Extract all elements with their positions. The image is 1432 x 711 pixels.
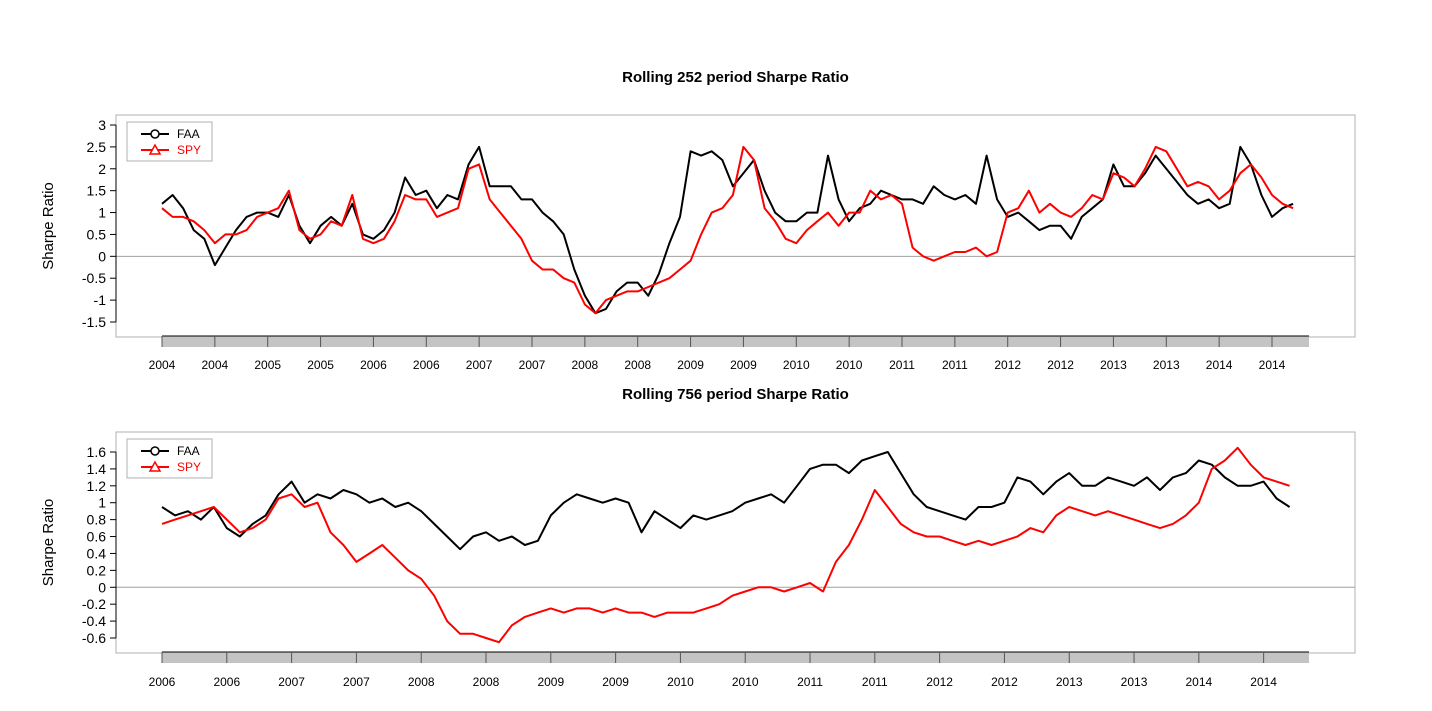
y-tick-label: 1 [98, 205, 106, 221]
x-tick-label: 2014 [1206, 358, 1233, 372]
y-tick-label: 0.8 [87, 512, 107, 528]
x-tick-label: 2006 [149, 675, 176, 689]
x-tick-label: 2005 [307, 358, 334, 372]
y-tick-label: -1.5 [82, 314, 106, 330]
y-tick-label: 0.4 [87, 545, 107, 561]
x-tick-label: 2012 [1047, 358, 1074, 372]
x-tick-label: 2009 [677, 358, 704, 372]
x-tick-label: 2008 [408, 675, 435, 689]
series-line-spy [161, 446, 1290, 644]
legend-marker-circle [150, 129, 160, 139]
chart-title: Rolling 252 period Sharpe Ratio [622, 69, 849, 86]
x-tick-label: 2008 [473, 675, 500, 689]
legend-label-faa: FAA [177, 444, 200, 458]
x-tick-label: 2013 [1100, 358, 1127, 372]
y-tick-label: 0.5 [87, 226, 107, 242]
y-tick-label: 1.5 [87, 183, 107, 199]
y-tick-label: -0.6 [82, 630, 106, 646]
plot-frame [115, 431, 1356, 654]
y-tick-label: -0.5 [82, 270, 106, 286]
y-tick-label: 0.6 [87, 529, 107, 545]
x-tick-label: 2010 [783, 358, 810, 372]
legend-label-spy: SPY [177, 460, 201, 474]
y-tick-label: 0.2 [87, 562, 107, 578]
y-tick-label: 0 [98, 248, 106, 264]
y-tick-label: 1.4 [87, 461, 107, 477]
x-tick-label: 2009 [602, 675, 629, 689]
x-tick-label: 2011 [862, 675, 888, 689]
x-tick-label: 2012 [994, 358, 1021, 372]
y-tick-label: 0 [98, 579, 106, 595]
x-tick-label: 2008 [572, 358, 599, 372]
y-tick-label: -0.2 [82, 596, 106, 612]
series-line-spy [161, 145, 1294, 315]
y-tick-label: 2 [98, 161, 106, 177]
x-tick-label: 2009 [537, 675, 564, 689]
x-axis-band [162, 652, 1309, 663]
x-tick-label: 2007 [519, 358, 546, 372]
x-tick-label: 2010 [732, 675, 759, 689]
x-tick-label: 2012 [991, 675, 1018, 689]
x-tick-label: 2008 [624, 358, 651, 372]
legend-marker-circle [150, 446, 160, 456]
x-tick-label: 2004 [202, 358, 229, 372]
x-tick-label: 2005 [254, 358, 281, 372]
x-tick-label: 2007 [343, 675, 370, 689]
legend-label-spy: SPY [177, 143, 201, 157]
x-tick-label: 2007 [466, 358, 493, 372]
x-tick-label: 2006 [360, 358, 387, 372]
x-tick-label: 2009 [730, 358, 757, 372]
y-tick-label: 3 [98, 117, 106, 133]
x-tick-label: 2014 [1185, 675, 1212, 689]
x-tick-label: 2012 [926, 675, 953, 689]
x-tick-label: 2013 [1056, 675, 1083, 689]
legend-label-faa: FAA [177, 127, 200, 141]
x-tick-label: 2006 [213, 675, 240, 689]
series-line-faa [161, 145, 1294, 315]
x-tick-label: 2011 [942, 358, 968, 372]
chart-title: Rolling 756 period Sharpe Ratio [622, 386, 849, 403]
y-tick-label: 1.6 [87, 444, 107, 460]
y-tick-label: 1 [98, 495, 106, 511]
x-tick-label: 2011 [889, 358, 915, 372]
x-tick-label: 2013 [1153, 358, 1180, 372]
x-tick-label: 2010 [836, 358, 863, 372]
y-tick-label: 1.2 [87, 478, 107, 494]
x-axis-band [162, 336, 1309, 347]
y-axis-label: Sharpe Ratio [40, 499, 57, 587]
x-tick-label: 2007 [278, 675, 305, 689]
x-tick-label: 2010 [667, 675, 694, 689]
y-tick-label: -0.4 [82, 613, 106, 629]
x-tick-label: 2006 [413, 358, 440, 372]
x-tick-label: 2004 [149, 358, 176, 372]
y-tick-label: -1 [94, 292, 107, 308]
legend-marker-triangle [148, 143, 162, 155]
x-tick-label: 2013 [1121, 675, 1148, 689]
legend-box [126, 121, 213, 162]
series-line-faa [161, 451, 1291, 551]
plot-frame [115, 114, 1356, 338]
legend-box [126, 438, 213, 479]
y-axis-label: Sharpe Ratio [40, 182, 57, 270]
legend-marker-triangle [148, 460, 162, 472]
y-tick-label: 2.5 [87, 139, 107, 155]
x-tick-label: 2011 [797, 675, 823, 689]
x-tick-label: 2014 [1259, 358, 1286, 372]
x-tick-label: 2014 [1250, 675, 1277, 689]
